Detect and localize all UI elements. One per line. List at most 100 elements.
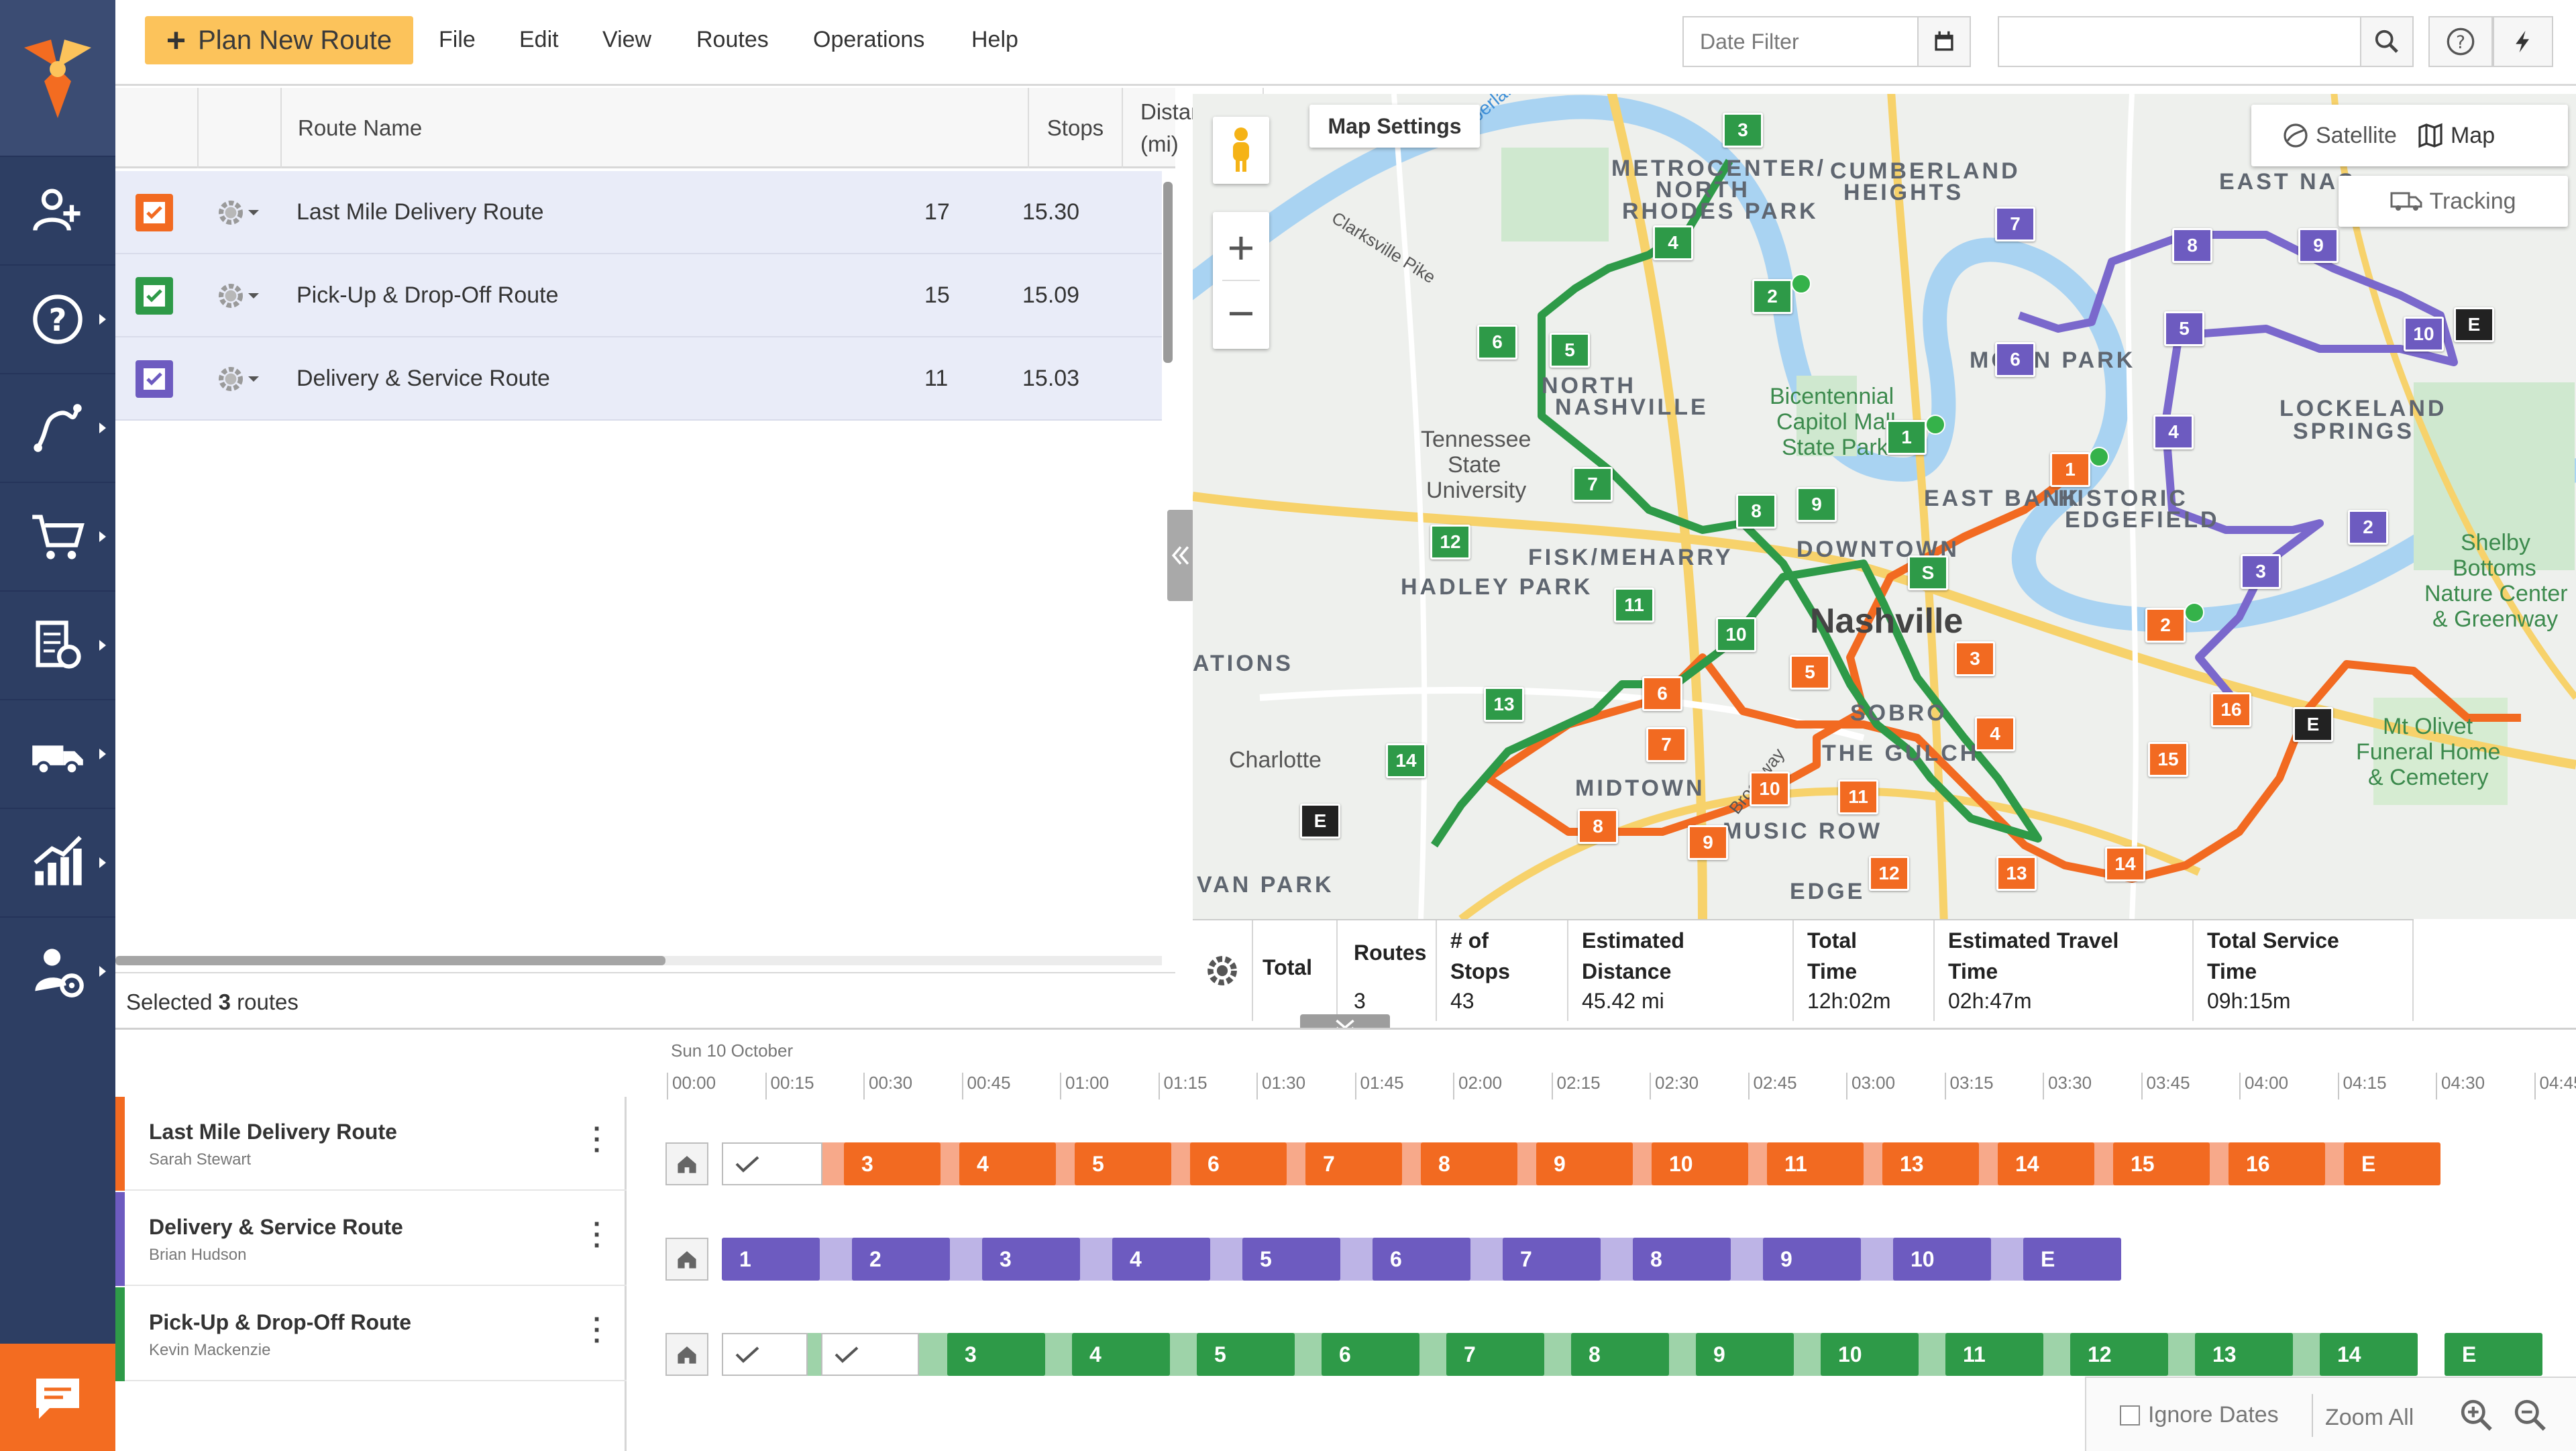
stop-block[interactable]: 11 <box>1945 1333 2043 1376</box>
menu-view[interactable]: View <box>602 27 652 52</box>
header-stops[interactable]: Stops <box>1029 88 1123 168</box>
stop-block[interactable]: 7 <box>1446 1333 1544 1376</box>
stop-marker[interactable]: 14 <box>2105 847 2145 881</box>
tracking-button[interactable]: Tracking <box>2339 176 2568 227</box>
more-options-icon[interactable]: · · · <box>593 1305 602 1356</box>
stop-block[interactable]: 3 <box>947 1333 1045 1376</box>
timeline-route-row[interactable]: Last Mile Delivery Route Sarah Stewart ·… <box>115 1097 627 1191</box>
stop-marker[interactable]: 6 <box>1995 342 2035 377</box>
help-button[interactable]: ? <box>2428 16 2493 67</box>
timeline-route-row[interactable]: Delivery & Service Route Brian Hudson · ·… <box>115 1192 627 1286</box>
stop-block[interactable]: 5 <box>1075 1142 1171 1185</box>
stop-marker[interactable]: 4 <box>1975 716 2015 751</box>
stop-marker[interactable]: 12 <box>1430 525 1470 559</box>
menu-file[interactable]: File <box>439 27 476 52</box>
table-row[interactable]: Last Mile Delivery Route 17 15.30 <box>115 171 1162 254</box>
stop-block[interactable]: 7 <box>1305 1142 1402 1185</box>
stop-marker[interactable]: 12 <box>1869 856 1909 891</box>
stop-marker[interactable]: 3 <box>2241 554 2281 589</box>
stop-block[interactable]: 7 <box>1503 1238 1601 1281</box>
stop-block[interactable]: 13 <box>1882 1142 1979 1185</box>
stop-block[interactable]: 3 <box>844 1142 941 1185</box>
stop-block[interactable]: 12 <box>2070 1333 2168 1376</box>
menu-help[interactable]: Help <box>971 27 1018 52</box>
menu-operations[interactable]: Operations <box>813 27 925 52</box>
route-checkbox[interactable] <box>136 360 173 398</box>
stop-marker[interactable]: 5 <box>1790 655 1830 690</box>
menu-routes[interactable]: Routes <box>696 27 769 52</box>
stop-marker[interactable]: S <box>1908 555 1948 590</box>
vertical-scrollbar[interactable] <box>1163 182 1173 363</box>
ignore-dates-checkbox[interactable]: Ignore Dates <box>2120 1402 2279 1428</box>
add-user-icon[interactable] <box>0 156 115 264</box>
stop-marker[interactable]: 8 <box>1736 494 1776 529</box>
date-filter-input[interactable]: Date Filter <box>1682 16 1917 67</box>
stop-marker[interactable]: 10 <box>1750 771 1790 806</box>
stop-marker[interactable]: 2 <box>2348 510 2388 545</box>
satellite-option[interactable]: Satellite <box>2316 122 2397 148</box>
stop-marker[interactable]: 6 <box>1477 325 1517 360</box>
home-depot-icon[interactable] <box>665 1142 708 1185</box>
chat-icon[interactable] <box>0 1344 115 1451</box>
schedule-icon[interactable] <box>0 590 115 699</box>
stop-block[interactable]: 9 <box>1536 1142 1633 1185</box>
stop-marker[interactable]: 1 <box>1886 420 1927 455</box>
stop-marker[interactable]: 7 <box>1572 467 1613 502</box>
settings-user-icon[interactable] <box>0 916 115 1025</box>
street-view-pegman[interactable] <box>1213 117 1269 184</box>
stop-marker[interactable]: 14 <box>1386 743 1426 778</box>
stop-block[interactable]: E <box>2445 1333 2542 1376</box>
stop-block[interactable]: 4 <box>1112 1238 1210 1281</box>
stop-block[interactable]: 16 <box>2229 1142 2325 1185</box>
stop-marker[interactable]: 4 <box>2153 415 2194 449</box>
search-button[interactable] <box>2360 16 2414 67</box>
completed-stop-block[interactable] <box>722 1142 822 1185</box>
completed-stop-block[interactable] <box>722 1333 808 1376</box>
stop-block[interactable]: 3 <box>982 1238 1080 1281</box>
stop-marker[interactable]: 11 <box>1614 588 1654 623</box>
stop-block[interactable]: 11 <box>1767 1142 1864 1185</box>
zoom-all-button[interactable]: Zoom All <box>2325 1405 2414 1430</box>
row-gear-menu[interactable] <box>215 363 260 395</box>
stop-marker[interactable]: 9 <box>2298 228 2339 263</box>
stop-marker[interactable]: E <box>2293 707 2333 742</box>
home-depot-icon[interactable] <box>665 1333 708 1376</box>
collapse-panel-handle[interactable] <box>1167 510 1194 601</box>
table-row[interactable]: Pick-Up & Drop-Off Route 15 15.09 <box>115 254 1162 337</box>
stop-block[interactable]: 14 <box>1998 1142 2094 1185</box>
fleet-icon[interactable] <box>0 699 115 808</box>
logo-icon[interactable] <box>0 0 115 156</box>
stop-marker[interactable]: 3 <box>1723 113 1763 148</box>
map-option[interactable]: Map <box>2450 122 2496 148</box>
stop-block[interactable]: 5 <box>1197 1333 1295 1376</box>
analytics-icon[interactable] <box>0 808 115 916</box>
home-depot-icon[interactable] <box>665 1238 708 1281</box>
stop-block[interactable]: 9 <box>1763 1238 1861 1281</box>
help-icon[interactable]: ? <box>0 264 115 373</box>
stop-marker[interactable]: 13 <box>1484 687 1524 722</box>
more-options-icon[interactable]: · · · <box>593 1210 602 1260</box>
calendar-button[interactable] <box>1917 16 1971 67</box>
stop-marker[interactable]: 5 <box>2164 311 2204 346</box>
stop-block[interactable]: 8 <box>1421 1142 1517 1185</box>
quick-actions-button[interactable] <box>2493 16 2553 67</box>
zoom-in-timeline-button[interactable] <box>2459 1398 2494 1439</box>
stop-marker[interactable]: 1 <box>2050 452 2090 487</box>
stop-marker[interactable]: 6 <box>1642 676 1682 711</box>
stop-block[interactable]: 15 <box>2113 1142 2210 1185</box>
stop-block[interactable]: 8 <box>1571 1333 1669 1376</box>
stop-block[interactable]: 14 <box>2320 1333 2418 1376</box>
zoom-out-button[interactable]: − <box>1227 287 1255 339</box>
stop-block[interactable]: 10 <box>1652 1142 1748 1185</box>
zoom-in-button[interactable]: + <box>1227 221 1255 274</box>
stop-block[interactable]: 9 <box>1696 1333 1794 1376</box>
stop-block[interactable]: 4 <box>959 1142 1056 1185</box>
orders-icon[interactable] <box>0 482 115 590</box>
routes-icon[interactable] <box>0 373 115 482</box>
stop-block[interactable]: 13 <box>2195 1333 2293 1376</box>
checkbox-box[interactable] <box>2120 1405 2140 1426</box>
stop-block[interactable]: 4 <box>1072 1333 1170 1376</box>
stop-block[interactable]: 2 <box>852 1238 950 1281</box>
stop-marker[interactable]: 2 <box>2145 608 2186 643</box>
stop-marker[interactable]: 9 <box>1688 825 1728 860</box>
